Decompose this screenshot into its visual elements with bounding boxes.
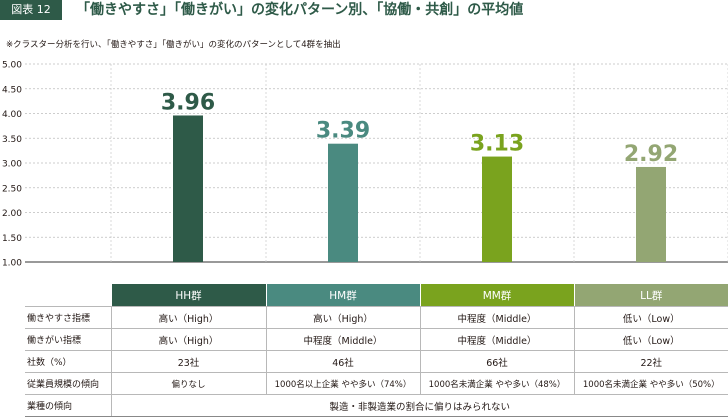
row-label: 社数（%） [25, 350, 111, 373]
industry-trend-cell: 製造・非製造業の割合に偏りはみられない [110, 394, 728, 417]
y-tick-label: 4.00 [2, 110, 22, 120]
table-corner [25, 284, 111, 307]
row-label: 働きがい指標 [25, 328, 111, 351]
bar-chart: 1.00 1.50 2.00 2.50 3.00 3.50 4.00 4.50 5.00 3.9… [2, 61, 728, 269]
table-cell: 低い（Low） [573, 306, 728, 329]
bar-0 [173, 115, 203, 262]
table-cell: 1000名以上企業 やや多い（74%） [265, 372, 420, 395]
row-label: 従業員規模の傾向 [25, 372, 111, 395]
table-cell: 高い（High） [110, 306, 266, 329]
bar-3 [636, 166, 666, 262]
table-row: 働きやすさ指標 高い（High） 高い（High） 中程度（Middle） 低い… [25, 306, 728, 329]
table-row: 働きがい指標 高い（High） 中程度（Middle） 中程度（Middle） … [25, 328, 728, 351]
table-row: 社数（%） 23社 46社 66社 22社 [25, 350, 728, 373]
y-tick-label: 2.50 [2, 184, 22, 194]
y-tick-label: 1.50 [2, 234, 22, 244]
y-tick-label: 4.50 [2, 85, 22, 95]
group-header-hh: HH群 [110, 284, 266, 307]
y-tick-label: 3.50 [2, 135, 22, 145]
table-header-row: HH群 HM群 MM群 LL群 [25, 284, 728, 307]
group-header-hm: HM群 [265, 284, 420, 307]
table-row-industry: 業種の傾向 製造・非製造業の割合に偏りはみられない [25, 394, 728, 417]
table-cell: 中程度（Middle） [419, 306, 574, 329]
row-label: 働きやすさ指標 [25, 306, 111, 329]
table-cell: 1000名未満企業 やや多い（48%） [419, 372, 574, 395]
bar-value-labels: 3.96 3.39 3.13 2.92 [161, 90, 678, 166]
y-tick-label: 3.00 [2, 160, 22, 170]
y-axis-ticks: 1.00 1.50 2.00 2.50 3.00 3.50 4.00 4.50 5.00 [2, 61, 22, 269]
group-header-ll: LL群 [573, 284, 728, 307]
table-cell: 中程度（Middle） [265, 328, 420, 351]
table-cell: 偏りなし [110, 372, 266, 395]
figure-note: ※クラスター分析を行い、「働きやすさ」「働きがい」の変化のパターンとして4群を抽… [6, 40, 341, 50]
table-cell: 46社 [265, 350, 420, 373]
bar-value-label: 3.13 [470, 132, 524, 157]
bars [173, 115, 666, 262]
figure-title: 「働きやすさ」「働きがい」の変化パターン別、「協働・共創」の平均値 [76, 2, 524, 18]
table-cell: 低い（Low） [573, 328, 728, 351]
table-cell: 22社 [573, 350, 728, 373]
y-tick-label: 5.00 [2, 61, 22, 71]
table-cell: 中程度（Middle） [419, 328, 574, 351]
bar-2 [482, 156, 512, 262]
table-cell: 1000名未満企業 やや多い（50%） [573, 372, 728, 395]
y-tick-label: 1.00 [2, 259, 22, 269]
bar-value-label: 3.39 [316, 119, 370, 144]
table-cell: 高い（High） [110, 328, 266, 351]
table-cell: 高い（High） [265, 306, 420, 329]
group-header-mm: MM群 [419, 284, 574, 307]
bar-value-label: 3.96 [161, 90, 215, 115]
bar-1 [328, 143, 358, 262]
table-cell: 66社 [419, 350, 574, 373]
table-row: 従業員規模の傾向 偏りなし 1000名以上企業 やや多い（74%） 1000名未… [25, 372, 728, 395]
y-tick-label: 2.00 [2, 209, 22, 219]
figure-number-badge: 図表 12 [0, 0, 62, 20]
gridlines [25, 63, 728, 263]
table-cell: 23社 [110, 350, 266, 373]
row-label: 業種の傾向 [25, 394, 111, 417]
group-summary-table: HH群 HM群 MM群 LL群 働きやすさ指標 高い（High） 高い（High… [25, 284, 728, 417]
bar-value-label: 2.92 [624, 142, 678, 167]
